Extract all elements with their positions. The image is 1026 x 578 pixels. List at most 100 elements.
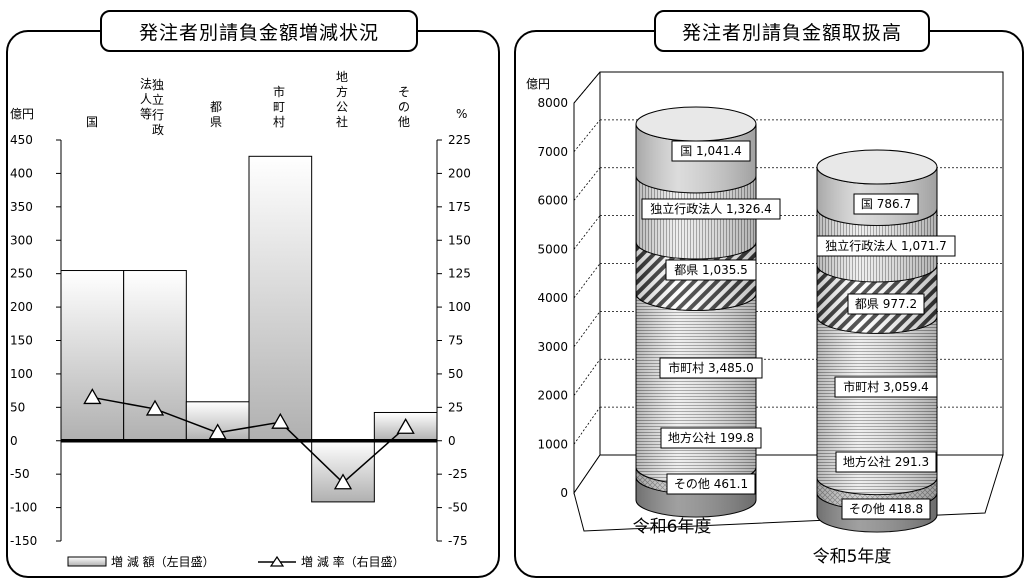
data-label-box xyxy=(665,259,757,281)
y-tick-label: 7000 xyxy=(537,145,568,159)
left-axis-unit: 億円 xyxy=(10,107,34,121)
data-label-text: 独立行政法人 1,071.7 xyxy=(825,238,947,253)
category-label-char: 他 xyxy=(398,115,410,129)
data-label-box xyxy=(847,293,925,315)
category-label: 令和6年度 xyxy=(633,517,712,537)
data-label-box xyxy=(659,357,763,379)
category-label: 市町村 xyxy=(273,84,285,129)
total-chart-title: 発注者別請負金額取扱高 xyxy=(654,10,930,52)
left-tick-label: 400 xyxy=(10,166,33,180)
category-label: 令和5年度 xyxy=(813,547,892,567)
cylinder-shading xyxy=(636,293,756,485)
y-axis-unit: 億円 xyxy=(526,77,550,91)
category-label-char: 法 xyxy=(140,77,152,91)
category-label-char: 県 xyxy=(210,115,222,129)
category-label-char: 地 xyxy=(336,70,348,84)
left-tick-label: 300 xyxy=(10,233,33,247)
grid-line xyxy=(573,71,601,104)
data-label: その他 461.1 xyxy=(666,473,756,495)
cylinder-top xyxy=(635,106,757,142)
y-tick-label: 2000 xyxy=(537,389,568,403)
data-label: 国 786.7 xyxy=(853,193,919,215)
data-label: 市町村 3,485.0 xyxy=(659,357,763,379)
left-tick-label: -50 xyxy=(10,467,30,481)
y-tick-label: 0 xyxy=(560,486,568,500)
category-label: 都県 xyxy=(210,100,222,129)
legend-triangle-marker xyxy=(269,555,285,567)
y-tick-label: 8000 xyxy=(537,96,568,110)
rate-marker xyxy=(333,473,353,490)
y-tick-label: 1000 xyxy=(537,437,568,451)
left-tick-label: 350 xyxy=(10,200,33,214)
legend-line-label: 増 減 率（右目盛） xyxy=(301,554,405,569)
data-label: 地方公社 291.3 xyxy=(835,451,937,473)
y-tick-label: 6000 xyxy=(537,194,568,208)
left-tick-label: 150 xyxy=(10,334,33,348)
data-label-box xyxy=(641,198,781,220)
data-label-box xyxy=(816,235,956,257)
category-label-char: 人 xyxy=(140,92,152,106)
rate-line xyxy=(92,396,407,484)
right-tick-label: 100 xyxy=(448,300,471,314)
right-tick-label: 150 xyxy=(448,233,471,247)
legend-bar-swatch xyxy=(67,556,107,567)
data-label-text: 地方公社 199.8 xyxy=(668,430,754,445)
grid-line xyxy=(573,406,601,445)
right-tick-label: -50 xyxy=(448,501,468,515)
category-label: 国 xyxy=(86,115,98,129)
data-label-text: 国 786.7 xyxy=(861,197,911,211)
rate-marker xyxy=(83,388,102,405)
right-tick-label: 200 xyxy=(448,166,471,180)
y-tick-label: 4000 xyxy=(537,291,568,305)
change-chart-title: 発注者別請負金額増減状況 xyxy=(100,10,418,52)
category-label-char: 町 xyxy=(273,100,285,114)
category-label-char: 独 xyxy=(152,78,164,92)
right-tick-label: 75 xyxy=(448,334,463,348)
category-label: 法人等 独立行政 xyxy=(140,77,164,137)
data-label-box xyxy=(834,376,938,398)
data-label-box xyxy=(841,498,931,520)
chart-legend: 増 減 額（左目盛） 増 減 率（右目盛） xyxy=(67,554,405,569)
category-label-char: 公 xyxy=(336,100,348,114)
right-tick-label: 0 xyxy=(448,434,456,448)
data-label-box xyxy=(835,451,937,473)
left-tick-label: -150 xyxy=(10,534,37,548)
category-label: 地方公社 xyxy=(336,70,348,129)
stacked-cylinder xyxy=(635,106,757,518)
cylinder-shading xyxy=(817,316,937,495)
rate-marker xyxy=(271,412,290,429)
right-tick-label: 225 xyxy=(448,133,471,147)
rate-marker xyxy=(208,423,227,440)
grid-line xyxy=(573,215,601,250)
grid-line xyxy=(573,263,601,299)
data-label: 国 1,041.4 xyxy=(671,140,751,162)
data-label-box xyxy=(660,427,762,449)
right-tick-label: 125 xyxy=(448,267,471,281)
category-label-char: 立 xyxy=(152,92,164,107)
category-label-char: 国 xyxy=(86,115,98,129)
left-tick-label: 100 xyxy=(10,367,33,381)
right-tick-label: 25 xyxy=(448,400,463,414)
data-label-text: 都県 977.2 xyxy=(855,297,917,311)
grid-line xyxy=(573,359,601,396)
right-tick-label: 175 xyxy=(448,200,471,214)
category-label-char: 村 xyxy=(273,115,285,129)
data-label: 市町村 3,059.4 xyxy=(834,376,938,398)
data-label-text: 独立行政法人 1,326.4 xyxy=(650,201,772,216)
data-label-text: その他 418.8 xyxy=(849,502,923,516)
change-bar xyxy=(60,270,125,442)
data-label-text: 都県 1,035.5 xyxy=(674,263,748,277)
y-tick-label: 3000 xyxy=(537,340,568,354)
data-label: 都県 977.2 xyxy=(847,293,925,315)
data-label: 都県 1,035.5 xyxy=(665,259,757,281)
rate-marker xyxy=(145,399,165,416)
y-tick-label: 5000 xyxy=(537,242,568,256)
category-label-char: 方 xyxy=(336,84,348,99)
data-label-text: 地方公社 291.3 xyxy=(843,454,929,469)
category-label-char: 行 xyxy=(152,108,164,122)
grid-line xyxy=(573,167,601,201)
data-label-text: 市町村 3,059.4 xyxy=(843,379,929,394)
legend-bar-label: 増 減 額（左目盛） xyxy=(111,554,215,569)
data-label: その他 418.8 xyxy=(841,498,931,520)
change-chart: -150-100-50050100150200250300350400450-7… xyxy=(10,70,471,569)
